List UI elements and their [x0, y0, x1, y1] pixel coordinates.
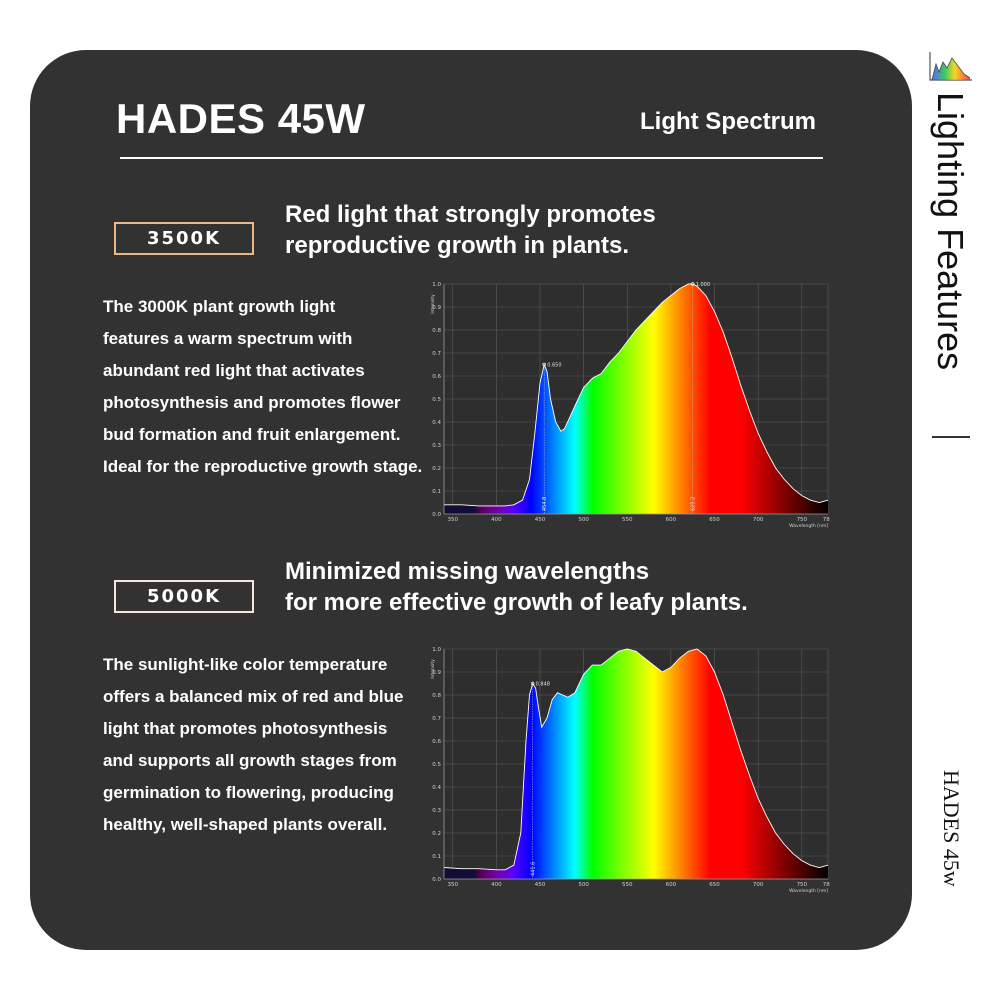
peak-value-label: 1.000 [696, 282, 710, 288]
y-tick-label: 0.0 [432, 512, 441, 518]
x-tick-label: 500 [578, 882, 589, 888]
y-axis-label: Intensity [430, 294, 436, 314]
x-tick-label: 550 [622, 882, 633, 888]
y-tick-label: 0.0 [432, 877, 441, 883]
side-title: Lighting Features [930, 92, 971, 371]
y-tick-label: 0.5 [432, 397, 441, 403]
y-tick-label: 0.1 [432, 854, 441, 860]
x-tick-label: 750 [797, 882, 808, 888]
y-tick-label: 0.4 [432, 785, 441, 791]
y-tick-label: 0.2 [432, 831, 441, 837]
side-footer-model: HADES 45w [939, 770, 964, 887]
x-axis-label: Wavelength [nm] [789, 888, 828, 893]
title-divider [120, 157, 823, 159]
peak-wavelength-label: 441.6 [531, 862, 537, 876]
peak-point [542, 362, 546, 367]
x-tick-label: 750 [797, 517, 808, 523]
y-axis-label: Intensity [430, 659, 436, 679]
peak-point [691, 282, 695, 286]
x-tick-label: 650 [709, 882, 720, 888]
x-tick-label: 600 [666, 882, 677, 888]
spectrum-chart-3500k: 0.0 0.1 0.2 0.3 0.4 0.5 0.6 0.7 0.8 0.9 1.0 350 400 4… [430, 282, 830, 528]
y-tick-label: 0.7 [432, 351, 441, 357]
x-tick-label: 400 [491, 517, 502, 523]
x-axis-label: Wavelength [nm] [789, 523, 828, 528]
x-tick-label: 780 [823, 517, 830, 523]
x-tick-label: 450 [535, 517, 546, 523]
y-tick-label: 0.4 [432, 420, 441, 426]
x-tick-label: 780 [823, 882, 830, 888]
spectrum-chart-5000k: 0.0 0.1 0.2 0.3 0.4 0.5 0.6 0.7 0.8 0.9 1.0 350 400 4… [430, 647, 830, 893]
side-divider [932, 436, 970, 438]
spectrum-line [444, 283, 829, 507]
color-temp-badge-5000k: 5000K [114, 580, 254, 613]
section-description-sunlight: The sunlight-like color temperature offe… [103, 655, 404, 834]
spectrum-area [444, 284, 828, 514]
spectrum-logo-icon [929, 52, 972, 81]
section-description-warm: The 3000K plant growth light features a … [103, 297, 423, 476]
page-subtitle: Light Spectrum [640, 108, 817, 135]
spectrum-area [444, 649, 828, 879]
y-tick-label: 0.6 [432, 739, 441, 745]
peak-value-label: 0.848 [536, 682, 550, 688]
x-tick-label: 700 [753, 517, 764, 523]
y-tick-label: 0.6 [432, 374, 441, 380]
x-tick-label: 650 [709, 517, 720, 523]
spectrum-line [443, 648, 829, 871]
y-tick-label: 0.9 [432, 305, 441, 311]
y-tick-label: 0.8 [432, 693, 441, 699]
peak-value-label: 0.650 [547, 363, 561, 369]
x-tick-label: 600 [666, 517, 677, 523]
x-tick-label: 350 [447, 882, 458, 888]
x-tick-label: 500 [578, 517, 589, 523]
peak-wavelength-label: 454.8 [542, 497, 548, 511]
x-tick-label: 400 [491, 882, 502, 888]
x-tick-label: 350 [447, 517, 458, 523]
y-tick-label: 0.3 [432, 808, 441, 814]
x-tick-label: 700 [753, 882, 764, 888]
peak-wavelength-label: 625.2 [691, 497, 697, 511]
y-tick-label: 1.0 [432, 282, 441, 288]
x-tick-label: 550 [622, 517, 633, 523]
y-tick-label: 0.7 [432, 716, 441, 722]
section-headline-leafy: Minimized missing wavelengths for more e… [285, 558, 748, 616]
color-temp-badge-3500k: 3500K [114, 222, 254, 255]
y-tick-label: 0.3 [432, 443, 441, 449]
y-tick-label: 0.1 [432, 489, 441, 495]
peak-point [530, 681, 535, 686]
y-tick-label: 0.8 [432, 328, 441, 334]
page-title: HADES 45W [116, 95, 366, 142]
x-tick-label: 450 [535, 882, 546, 888]
y-tick-label: 0.9 [432, 670, 441, 676]
y-tick-label: 0.5 [432, 762, 441, 768]
section-headline-red-light: Red light that strongly promotes reprodu… [285, 201, 656, 259]
y-tick-label: 0.2 [432, 466, 441, 472]
y-tick-label: 1.0 [432, 647, 441, 653]
